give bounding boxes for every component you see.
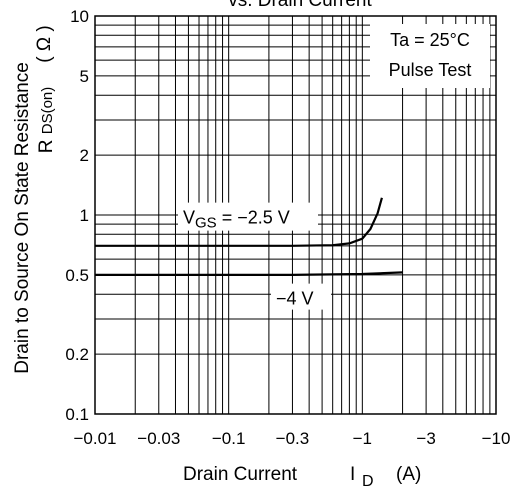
- y-axis-symbol: R DS(on): [36, 87, 57, 154]
- y-tick-label: 1: [80, 206, 89, 225]
- x-axis-symbol-sub: D: [362, 473, 374, 490]
- x-axis-symbol-main: I: [350, 464, 355, 485]
- chart-title: vs. Drain Current: [228, 0, 372, 11]
- y-axis-unit: ( Ω ): [34, 25, 55, 62]
- x-axis-unit: (A): [396, 464, 421, 485]
- x-axis-title: Drain Current: [183, 464, 298, 485]
- x-tick-label: −0.1: [212, 429, 246, 448]
- condition-box: Ta = 25°C Pulse Test: [370, 24, 490, 88]
- condition-text: Ta = 25°C: [390, 30, 470, 50]
- y-tick-label: 0.5: [65, 266, 89, 285]
- y-axis-title: Drain to Source On State Resistance: [12, 62, 33, 374]
- series-label-bg: [178, 202, 318, 231]
- condition-box-bg: [370, 24, 490, 88]
- x-tick-label: −1: [353, 429, 372, 448]
- y-tick-label: 10: [70, 7, 89, 26]
- condition-text: Pulse Test: [389, 60, 472, 80]
- x-axis-symbol: I: [350, 464, 355, 485]
- x-tick-label: −10: [482, 429, 511, 448]
- y-tick-label: 2: [80, 146, 89, 165]
- x-tick-label: −3: [416, 429, 435, 448]
- plot-frame: [94, 15, 497, 415]
- y-tick-label: 0.1: [65, 405, 89, 424]
- series-lines: [95, 197, 403, 276]
- series-label-vgs: VGS = −2.5 V: [183, 208, 290, 232]
- x-tick-label: −0.03: [137, 429, 180, 448]
- y-tick-label: 5: [80, 67, 89, 86]
- y-tick-label: 0.2: [65, 345, 89, 364]
- y-axis-symbol-sub: DS(on): [39, 87, 56, 135]
- x-tick-label: −0.3: [276, 429, 310, 448]
- series-label-bg: [271, 283, 331, 310]
- x-axis-label-text: Drain Current: [183, 464, 298, 485]
- y-axis-symbol-main: R: [36, 140, 57, 154]
- series-line-0: [95, 197, 383, 247]
- series-label-4v: −4 V: [276, 289, 314, 309]
- series-labels: VGS = −2.5 V −4 V: [178, 202, 331, 310]
- series-line-1: [95, 271, 403, 276]
- y-tick-labels: 0.1 0.2 0.5 1 2 5 10: [65, 7, 89, 424]
- x-tick-labels: −0.01 −0.03 −0.1 −0.3 −1 −3 −10: [73, 429, 510, 448]
- y-axis-label-text: Drain to Source On State Resistance: [12, 62, 33, 374]
- x-tick-label: −0.01: [73, 429, 116, 448]
